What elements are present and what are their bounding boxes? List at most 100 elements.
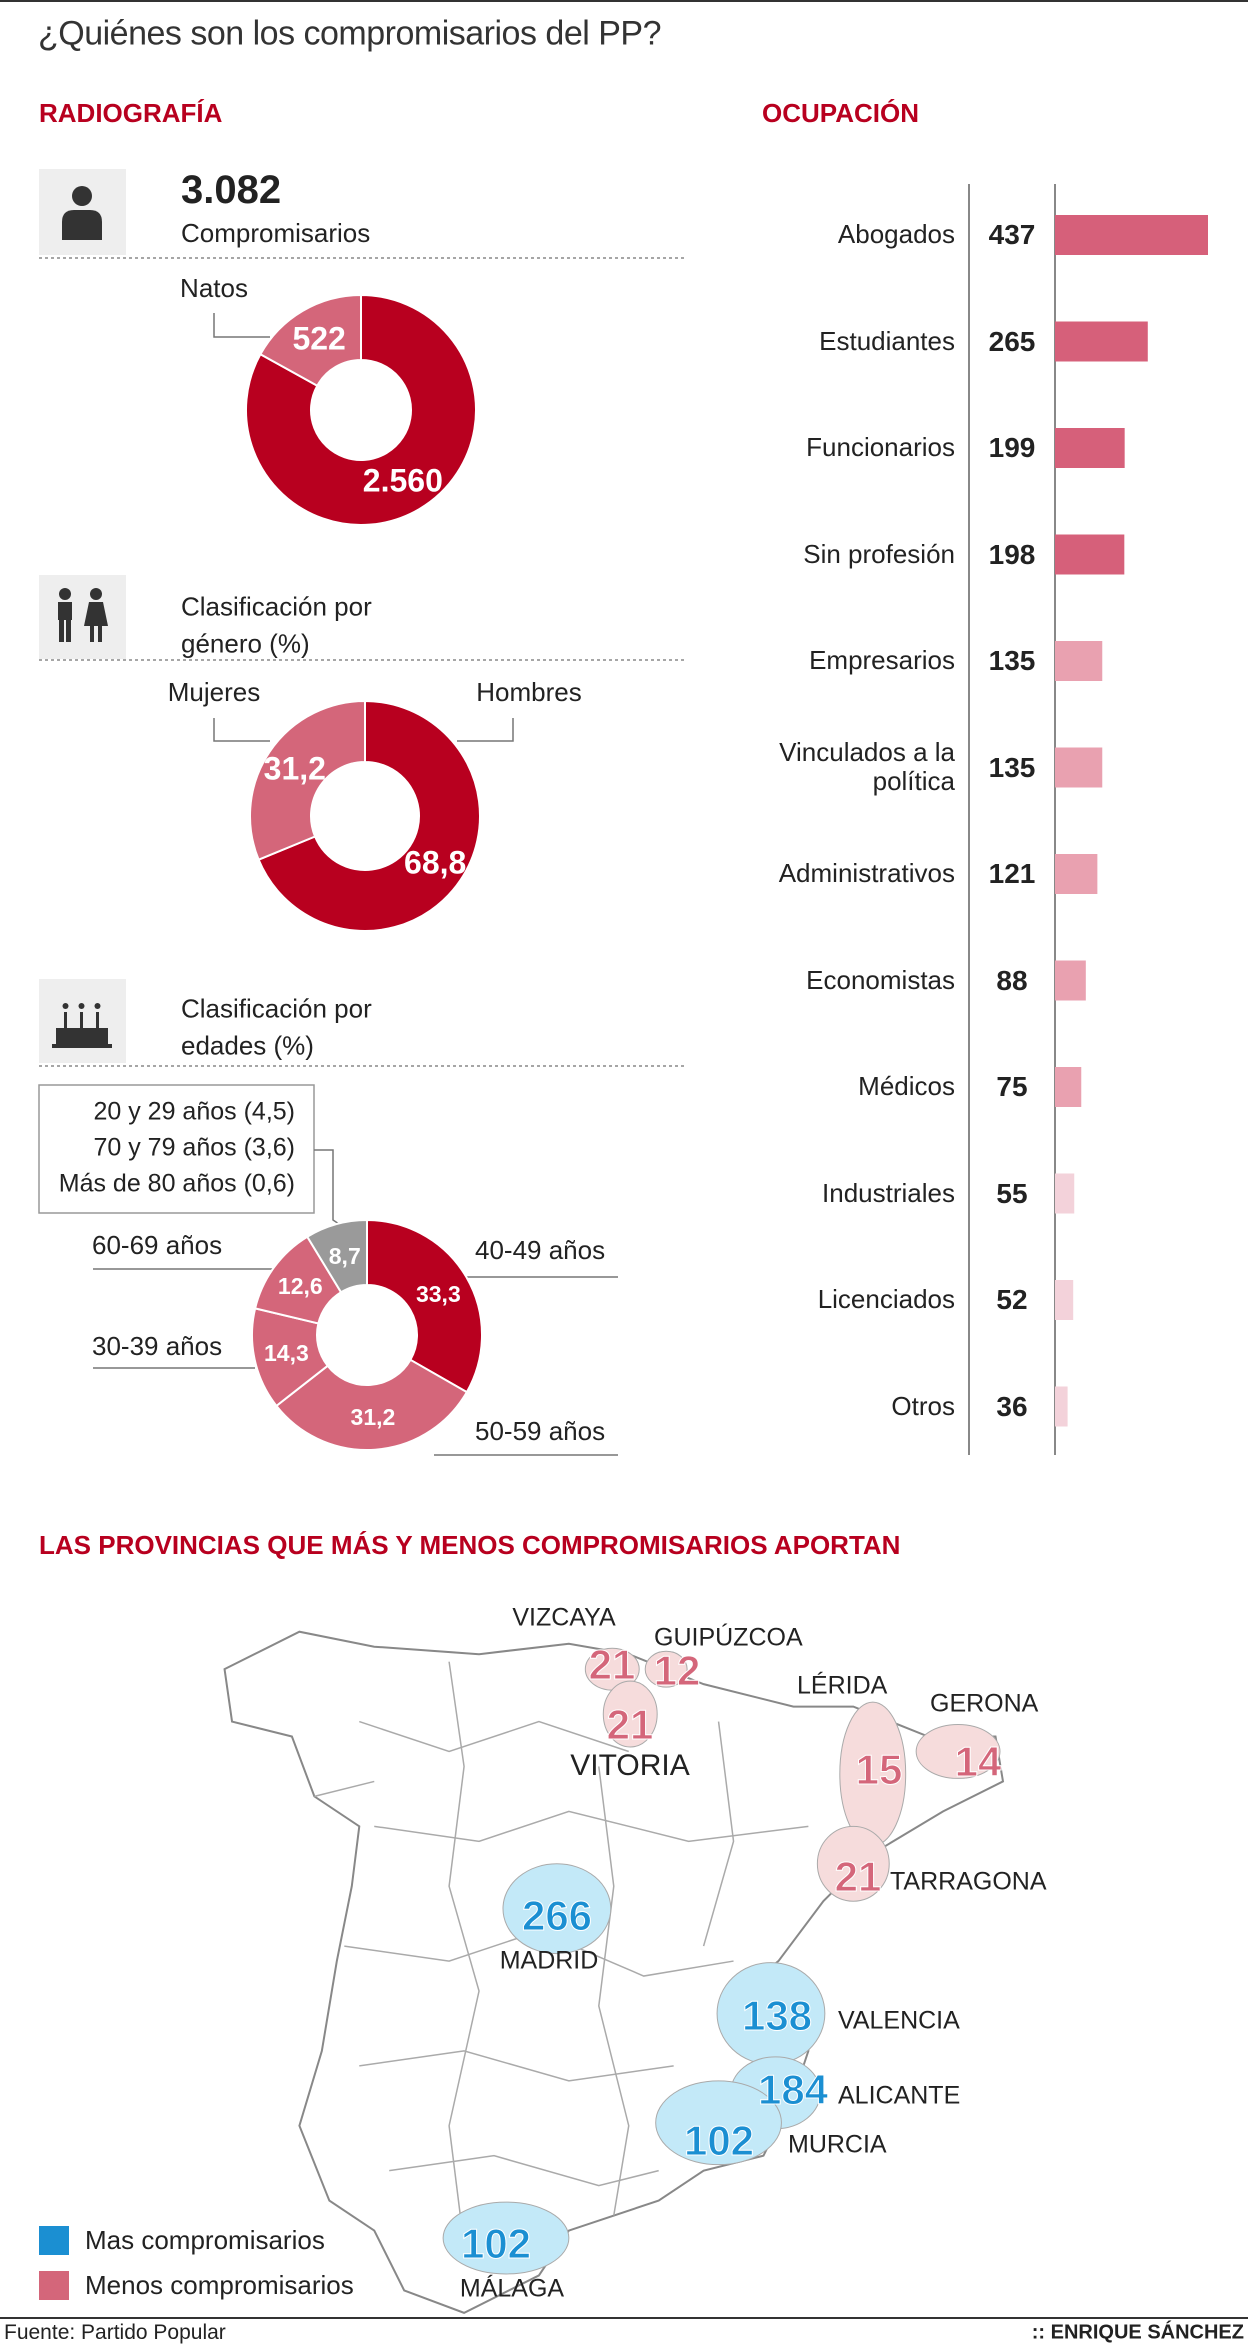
value-label: 88 bbox=[996, 964, 1028, 996]
region-value: 15 bbox=[855, 1745, 903, 1793]
category-label: 40-49 años bbox=[475, 1235, 606, 1266]
region-value: 102 bbox=[683, 2116, 755, 2164]
couple-icon bbox=[58, 588, 108, 642]
region-name: VALENCIA bbox=[838, 2006, 960, 2035]
value-label: 437 bbox=[988, 218, 1036, 250]
subtitle: Compromisarios bbox=[181, 218, 371, 249]
region-value: 21 bbox=[588, 1640, 636, 1688]
bar bbox=[1055, 960, 1086, 1001]
region bbox=[442, 2201, 570, 2275]
region bbox=[655, 2080, 782, 2166]
source: Fuente: Partido Popular bbox=[4, 2320, 226, 2344]
value-label: 198 bbox=[988, 538, 1036, 570]
category-label: Industriales bbox=[822, 1177, 955, 1208]
category-label: Administrativos bbox=[778, 858, 955, 889]
province-border bbox=[374, 1810, 809, 1843]
region-name: MÁLAGA bbox=[459, 2274, 565, 2303]
region-value: 138 bbox=[741, 1991, 813, 2039]
breakdown-label: 70 y 79 años (3,6) bbox=[93, 1133, 295, 1162]
value-label: 199 bbox=[988, 431, 1036, 463]
value-label: 75 bbox=[996, 1070, 1028, 1102]
subtitle: 3.082 bbox=[181, 168, 282, 212]
value-label: 135 bbox=[988, 644, 1036, 676]
cake-icon bbox=[52, 1003, 112, 1048]
category-label: Otros bbox=[891, 1390, 955, 1421]
subtitle: Clasificación por edades (%) bbox=[181, 993, 372, 1061]
region-value: 102 bbox=[460, 2219, 532, 2267]
section-heading: LAS PROVINCIAS QUE MÁS Y MENOS COMPROMIS… bbox=[39, 1530, 901, 1561]
province-border bbox=[598, 1766, 630, 2216]
bar-axes bbox=[968, 184, 1056, 1455]
icon-box bbox=[39, 575, 126, 659]
category-label: 60-69 años bbox=[92, 1230, 223, 1261]
region bbox=[644, 1650, 688, 1688]
credit: :: ENRIQUE SÁNCHEZ bbox=[1031, 2321, 1244, 2344]
category-label: Vinculados a la política bbox=[779, 736, 955, 797]
bar bbox=[1055, 534, 1125, 575]
category-label: 30-39 años bbox=[92, 1331, 223, 1362]
breakdown-label: Más de 80 años (0,6) bbox=[58, 1169, 295, 1198]
breakdown-label: 20 y 29 años (4,5) bbox=[93, 1097, 295, 1126]
region bbox=[915, 1724, 1001, 1779]
subtitle: Clasificación por género (%) bbox=[181, 591, 372, 659]
category-label: Funcionarios bbox=[806, 432, 955, 463]
value-label: 68,8 bbox=[404, 844, 467, 881]
region-value: 14 bbox=[954, 1737, 1002, 1785]
province-border bbox=[702, 1721, 735, 1947]
value-label: 121 bbox=[988, 857, 1036, 889]
value-label: 12,6 bbox=[277, 1273, 323, 1300]
donut-slice bbox=[257, 699, 481, 932]
category-label: Mujeres bbox=[167, 677, 261, 708]
province-border bbox=[359, 2050, 674, 2082]
value-label: 8,7 bbox=[328, 1242, 361, 1269]
region-name: VITORIA bbox=[570, 1748, 690, 1782]
province-border bbox=[314, 1780, 375, 1798]
region-name: GUIPÚZCOA bbox=[654, 1623, 803, 1652]
donut-slice bbox=[259, 293, 362, 388]
value-label: 52 bbox=[996, 1283, 1028, 1315]
region-name: LÉRIDA bbox=[797, 1671, 888, 1700]
category-label: Hombres bbox=[476, 677, 582, 708]
bar bbox=[1055, 1280, 1074, 1320]
region-name: ALICANTE bbox=[838, 2081, 961, 2110]
bar bbox=[1055, 1173, 1075, 1214]
value-label: 2.560 bbox=[362, 462, 443, 499]
region bbox=[502, 1863, 612, 1955]
person-icon bbox=[62, 186, 102, 240]
category-label: 50-59 años bbox=[475, 1416, 606, 1447]
region bbox=[816, 1825, 890, 1902]
donut-slice bbox=[275, 1358, 469, 1451]
bar bbox=[1055, 215, 1208, 255]
bar bbox=[1055, 321, 1148, 362]
region bbox=[602, 1680, 658, 1748]
bar bbox=[1055, 747, 1103, 788]
bar bbox=[1055, 1386, 1068, 1427]
donut-slice bbox=[305, 1218, 368, 1294]
page-title: ¿Quiénes son los compromisarios del PP? bbox=[38, 14, 662, 53]
category-label: Estudiantes bbox=[819, 325, 955, 356]
donut-slice bbox=[249, 699, 366, 861]
category-label: Médicos bbox=[858, 1071, 955, 1102]
legend-swatch bbox=[39, 2271, 69, 2300]
value-label: 55 bbox=[996, 1177, 1028, 1209]
region-value: 184 bbox=[757, 2065, 829, 2113]
category-label: Empresarios bbox=[809, 645, 955, 676]
category-label: Natos bbox=[180, 273, 248, 304]
region-name: GERONA bbox=[930, 1689, 1039, 1718]
section-heading: RADIOGRAFÍA bbox=[39, 98, 223, 129]
bar bbox=[1055, 1067, 1082, 1107]
category-label: Sin profesión bbox=[803, 538, 955, 569]
legend-label: Menos compromisarios bbox=[85, 2270, 354, 2301]
donut-slice bbox=[245, 293, 477, 526]
region-value: 21 bbox=[834, 1852, 882, 1900]
category-label: Licenciados bbox=[817, 1284, 955, 1315]
category-label: Abogados bbox=[837, 219, 955, 250]
value-label: 31,2 bbox=[350, 1404, 396, 1431]
category-label: Economistas bbox=[806, 964, 955, 995]
region-name: TARRAGONA bbox=[890, 1867, 1047, 1896]
value-label: 522 bbox=[292, 320, 346, 357]
province-border bbox=[448, 1661, 480, 2246]
value-label: 265 bbox=[988, 325, 1036, 357]
value-label: 33,3 bbox=[415, 1280, 461, 1307]
